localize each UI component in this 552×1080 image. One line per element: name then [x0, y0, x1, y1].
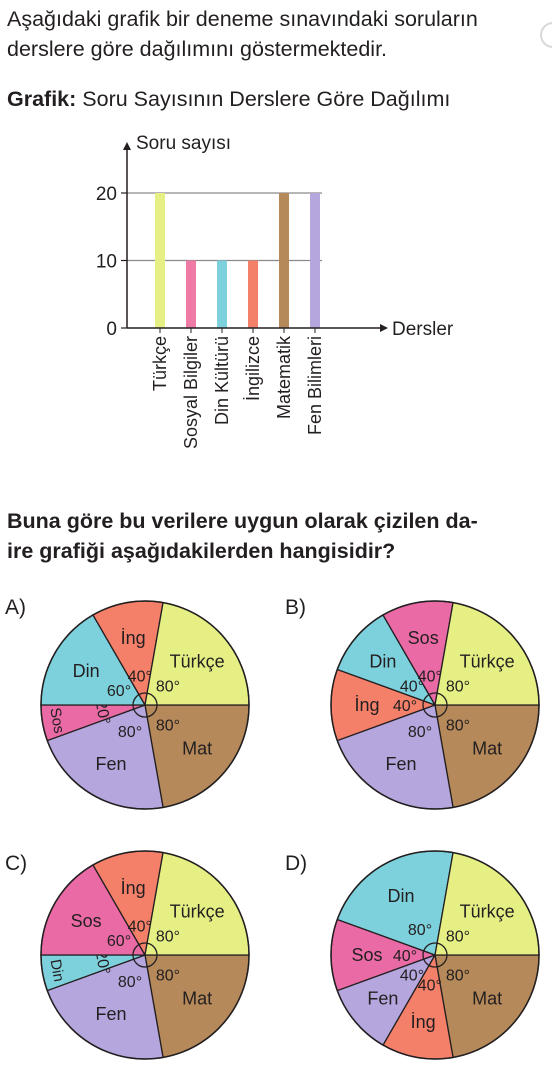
- option-c-slice-label: Türkçe: [170, 901, 225, 921]
- option-a-angle-label: 20°: [92, 699, 113, 726]
- option-b-label[interactable]: B): [285, 596, 306, 619]
- option-a-angle-label: 60°: [107, 683, 131, 700]
- option-d-slice-label: Fen: [367, 989, 398, 1009]
- option-a-angle-label: 40°: [128, 668, 152, 685]
- intro-line-2: derslere göre dağılımını göstermektedir.: [7, 37, 388, 61]
- option-d-center-angle-mark: [422, 942, 448, 968]
- bar-ingilizce: [248, 260, 258, 328]
- option-a-slice-label: İng: [121, 628, 146, 648]
- option-b-center-angle-mark: [422, 692, 448, 718]
- option-a-slice-label: Fen: [95, 754, 126, 774]
- option-a-center-angle-mark: [132, 692, 158, 718]
- option-b-slice-label: İng: [354, 695, 379, 715]
- option-d-angle-label: 80°: [446, 929, 470, 946]
- option-a-slice-label: Türkçe: [170, 651, 225, 671]
- option-c-angle-label: 60°: [107, 933, 131, 950]
- bar-matematik: [279, 193, 289, 328]
- y-tick-label: 0: [106, 319, 117, 340]
- option-a-label[interactable]: A): [5, 596, 26, 619]
- option-a-angle-label: 80°: [156, 679, 180, 696]
- option-d-angle-label: 40°: [418, 978, 442, 995]
- x-tick-label: Türkçe: [150, 336, 170, 391]
- option-d-label[interactable]: D): [285, 852, 308, 875]
- option-b-angle-label: 80°: [446, 679, 470, 696]
- option-b-slice-label: Sos: [408, 628, 439, 648]
- question-text: Buna göre bu verilere uygun olarak çizil…: [7, 506, 552, 566]
- bar-sosyal-bilgiler: [186, 260, 196, 328]
- x-tick-label: Din Kültürü: [212, 336, 232, 425]
- graph-caption-title: Soru Sayısının Derslere Göre Dağılımı: [82, 87, 451, 111]
- option-c-slice-label: Din: [47, 958, 68, 983]
- option-b-angle-label: 40°: [400, 679, 424, 696]
- option-b-pie-outline: [330, 600, 540, 810]
- intro-line-1: Aşağıdaki grafik bir deneme sınavındaki …: [7, 7, 478, 31]
- x-axis-arrow: [380, 324, 388, 332]
- option-d-slice-label: Din: [387, 886, 414, 906]
- y-tick-label: 10: [96, 252, 117, 273]
- option-d-angle-label: 40°: [393, 948, 417, 965]
- bar-fen-bilimleri: [310, 193, 320, 328]
- option-c-slice-label: İng: [121, 878, 146, 898]
- option-a-slice-label: Din: [73, 661, 100, 681]
- option-c-angle-label: 80°: [118, 974, 142, 991]
- option-b-angle-label: 80°: [446, 717, 470, 734]
- graph-caption-label: Grafik:: [7, 87, 77, 111]
- x-tick-label: Fen Bilimleri: [305, 336, 325, 435]
- graph-caption: Grafik: Soru Sayısının Derslere Göre Dağ…: [7, 87, 450, 112]
- y-axis-label: Soru sayısı: [136, 133, 231, 154]
- option-a-angle-label: 80°: [156, 717, 180, 734]
- option-b-angle-label: 40°: [418, 668, 442, 685]
- option-c-angle-label: 80°: [156, 929, 180, 946]
- option-a-slice-label: Mat: [182, 739, 212, 759]
- option-a-slice-label: Sos: [46, 706, 67, 734]
- y-tick-label: 20: [96, 184, 117, 205]
- intro-text: Aşağıdaki grafik bir deneme sınavındaki …: [7, 4, 552, 64]
- option-b-slice-label: Din: [369, 651, 396, 671]
- option-c-slice-label: Sos: [71, 911, 102, 931]
- option-d-slice-label: Türkçe: [460, 901, 515, 921]
- option-b-angle-label: 40°: [393, 698, 417, 715]
- option-c-slice-label: Mat: [182, 989, 212, 1009]
- x-tick-label: İngilizce: [243, 336, 263, 401]
- question-line-1: Buna göre bu verilere uygun olarak çizil…: [7, 509, 478, 533]
- option-d-angle-label: 80°: [446, 967, 470, 984]
- option-b-slice-label: Fen: [385, 754, 416, 774]
- option-a-pie-outline: [40, 600, 250, 810]
- option-c-pie-outline: [40, 850, 250, 1060]
- option-c-angle-label: 40°: [128, 918, 152, 935]
- option-a-angle-label: 80°: [118, 724, 142, 741]
- option-d-pie-outline: [330, 850, 540, 1060]
- option-d-angle-label: 40°: [400, 967, 424, 984]
- x-tick-label: Matematik: [274, 335, 294, 419]
- option-d-angle-label: 80°: [408, 922, 432, 939]
- option-c-angle-label: 20°: [92, 949, 113, 976]
- option-d-slice-label: Mat: [472, 989, 502, 1009]
- option-d-slice-label: Sos: [351, 945, 382, 965]
- option-c-label[interactable]: C): [5, 852, 28, 875]
- option-b-slice-label: Mat: [472, 739, 502, 759]
- option-c-angle-label: 80°: [156, 967, 180, 984]
- option-c-slice-label: Fen: [95, 1004, 126, 1024]
- option-c-center-angle-mark: [132, 942, 158, 968]
- option-d-slice-label: İng: [411, 1012, 436, 1032]
- bar-din-kulturu: [217, 260, 227, 328]
- option-b-angle-label: 80°: [408, 724, 432, 741]
- x-tick-label: Sosyal Bilgiler: [181, 336, 201, 449]
- option-b-slice-label: Türkçe: [460, 651, 515, 671]
- y-axis-arrow: [123, 142, 131, 150]
- x-axis-label: Dersler: [392, 319, 454, 340]
- bar-chart: Türkçe Sosyal Bilgiler Din Kültürü İngilizc…: [96, 133, 454, 449]
- question-line-2: ire grafiği aşağıdakilerden hangisidir?: [7, 539, 396, 563]
- bar-turkce: [155, 193, 165, 328]
